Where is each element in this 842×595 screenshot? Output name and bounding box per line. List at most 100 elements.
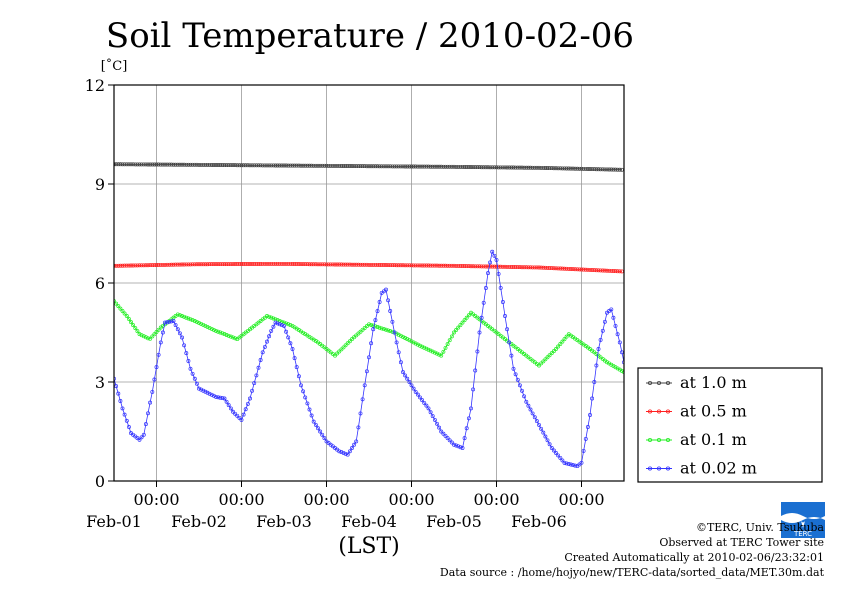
data-point <box>265 339 269 344</box>
data-point <box>320 163 325 168</box>
data-point <box>137 437 142 442</box>
data-point <box>513 165 518 170</box>
series-1 <box>114 261 624 274</box>
logo-text: TERC <box>793 530 812 538</box>
series-layer <box>114 162 624 469</box>
data-point <box>116 162 121 167</box>
data-point <box>579 166 584 171</box>
data-point <box>600 328 605 333</box>
data-point <box>160 162 165 167</box>
data-point <box>352 442 357 447</box>
data-point <box>384 263 388 267</box>
data-point <box>345 164 350 168</box>
data-point <box>356 425 361 430</box>
data-point <box>248 396 252 401</box>
data-point <box>203 162 208 167</box>
data-point <box>231 409 235 414</box>
data-point <box>252 262 257 266</box>
data-point <box>379 326 384 331</box>
data-point <box>392 263 397 268</box>
data-point <box>432 417 437 422</box>
data-point <box>439 263 444 268</box>
data-point <box>165 162 170 167</box>
data-point <box>158 162 163 167</box>
data-point <box>190 162 195 167</box>
data-point <box>194 262 199 267</box>
data-point <box>180 314 184 318</box>
data-point <box>288 341 293 346</box>
data-point <box>585 267 590 272</box>
data-point <box>469 406 473 411</box>
data-point <box>547 166 552 171</box>
data-point <box>443 433 448 438</box>
data-point <box>415 263 420 268</box>
data-point <box>449 440 454 445</box>
data-point <box>154 365 159 370</box>
data-point <box>303 395 308 400</box>
data-point <box>515 265 520 270</box>
legend-box <box>637 367 823 483</box>
data-point <box>439 164 444 169</box>
data-point <box>220 396 225 401</box>
data-point <box>407 338 412 343</box>
data-point <box>118 263 123 268</box>
data-point <box>615 269 620 274</box>
data-point <box>152 377 157 382</box>
data-point <box>371 262 376 267</box>
data-point <box>494 165 499 170</box>
data-point <box>568 267 573 271</box>
data-point <box>131 162 136 167</box>
data-point <box>556 453 561 458</box>
data-point <box>394 263 399 268</box>
data-point <box>537 265 541 270</box>
data-point <box>184 351 189 356</box>
data-point <box>564 266 569 271</box>
data-point <box>267 163 272 168</box>
data-point <box>224 262 229 267</box>
data-point <box>354 262 359 267</box>
data-point <box>462 264 467 268</box>
data-point <box>486 271 490 276</box>
data-point <box>441 431 446 436</box>
data-point <box>413 341 418 346</box>
data-point <box>207 325 212 330</box>
data-point <box>575 267 580 272</box>
data-point <box>362 326 367 330</box>
data-point <box>579 460 584 465</box>
data-point <box>445 342 450 347</box>
data-point <box>224 333 229 337</box>
data-point <box>188 262 193 267</box>
data-point <box>511 265 516 269</box>
data-point <box>343 343 348 348</box>
data-point <box>294 262 299 266</box>
data-point <box>622 370 624 375</box>
data-point <box>530 265 535 270</box>
data-point <box>564 334 569 339</box>
data-point <box>116 391 121 396</box>
legend-marker <box>657 380 662 385</box>
series-line <box>114 300 624 373</box>
data-point <box>590 268 595 272</box>
data-point <box>522 394 527 399</box>
data-point <box>203 389 208 394</box>
data-point <box>479 315 484 320</box>
data-point <box>273 261 278 266</box>
data-point <box>605 167 609 172</box>
data-point <box>479 264 484 269</box>
data-point <box>358 411 363 416</box>
data-point <box>228 406 233 411</box>
data-point <box>537 363 541 368</box>
data-point <box>124 418 129 423</box>
data-point <box>301 163 306 168</box>
data-point <box>464 165 469 169</box>
data-point <box>564 461 569 466</box>
data-point <box>396 332 401 337</box>
data-point <box>345 452 350 457</box>
x-tick-time-label: 00:00 <box>473 490 519 509</box>
data-point <box>296 262 301 266</box>
data-point <box>330 163 335 168</box>
created-text: Created Automatically at 2010-02-06/23:3… <box>564 551 824 564</box>
data-point <box>233 262 238 266</box>
data-point <box>182 343 187 348</box>
